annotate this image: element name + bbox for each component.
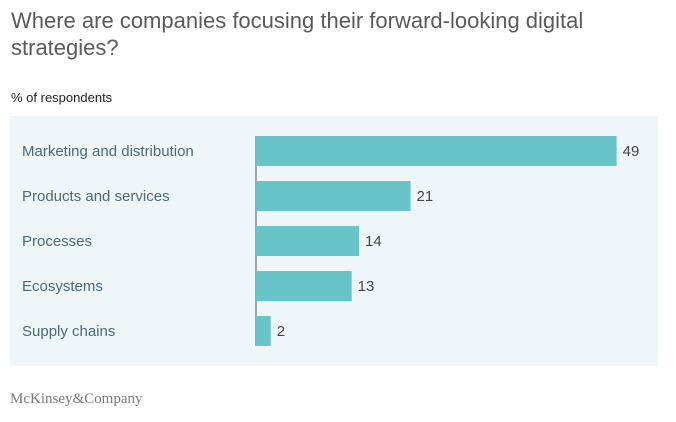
value-label: 21 — [417, 188, 434, 205]
value-label: 14 — [365, 233, 382, 250]
mckinsey-logo: McKinsey&Company — [10, 391, 143, 407]
chart-title: Where are companies focusing their forwa… — [11, 8, 584, 60]
bar — [256, 226, 360, 256]
bar — [256, 316, 271, 346]
bar — [256, 136, 617, 166]
chart-subtitle: % of respondents — [11, 90, 113, 105]
bar — [256, 181, 411, 211]
category-label: Marketing and distribution — [22, 143, 194, 160]
category-label: Processes — [22, 233, 92, 250]
bar-chart: Marketing and distribution 49 Products and… — [22, 136, 640, 346]
value-label: 13 — [358, 278, 375, 295]
value-label: 2 — [277, 323, 285, 340]
chart-panel: Marketing and distribution 49 Products and… — [10, 116, 658, 366]
category-label: Supply chains — [22, 323, 115, 340]
bar — [256, 271, 352, 301]
value-label: 49 — [623, 143, 640, 160]
category-label: Ecosystems — [22, 278, 103, 295]
category-label: Products and services — [22, 188, 170, 205]
